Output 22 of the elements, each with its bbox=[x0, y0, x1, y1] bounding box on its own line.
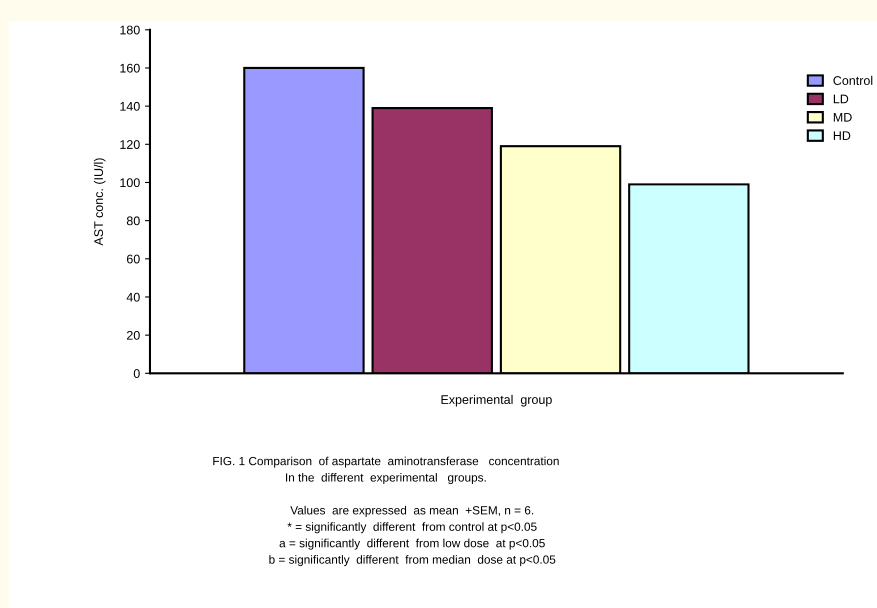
text: b = significantly different from median dose at p<0.05 bbox=[269, 555, 556, 566]
legend-label: Control bbox=[833, 76, 872, 86]
y-tick-label: 160 bbox=[120, 64, 140, 73]
y-tick-label: 100 bbox=[120, 178, 140, 188]
text: * = significantly different from control at p<0.05 bbox=[287, 522, 537, 534]
y-tick-label: 60 bbox=[126, 254, 140, 264]
text: Values are expressed as mean +SEM, n = 6. bbox=[290, 506, 534, 517]
legend-label: LD bbox=[834, 94, 848, 104]
y-tick-label: 20 bbox=[126, 330, 140, 340]
text: a = significantly different from low dose at p<0.05 bbox=[280, 538, 545, 550]
legend-label: HD bbox=[834, 131, 850, 140]
y-tick-label: 140 bbox=[120, 102, 140, 111]
legend-label: MD bbox=[834, 112, 852, 122]
caption: FIG. 1 Comparison of aspartate aminotransferase concentration bbox=[213, 456, 559, 468]
y-tick-label: 80 bbox=[126, 216, 140, 226]
x-axis-title: Experimental group bbox=[441, 394, 552, 406]
text: In the different experimental groups. bbox=[286, 472, 486, 484]
y-tick-label: 120 bbox=[120, 140, 140, 149]
y-axis-title: AST conc. (IU/l) bbox=[94, 158, 106, 246]
y-tick-label: 180 bbox=[120, 26, 140, 34]
y-tick-label: 0 bbox=[134, 369, 140, 378]
y-tick-label: 40 bbox=[126, 292, 140, 302]
